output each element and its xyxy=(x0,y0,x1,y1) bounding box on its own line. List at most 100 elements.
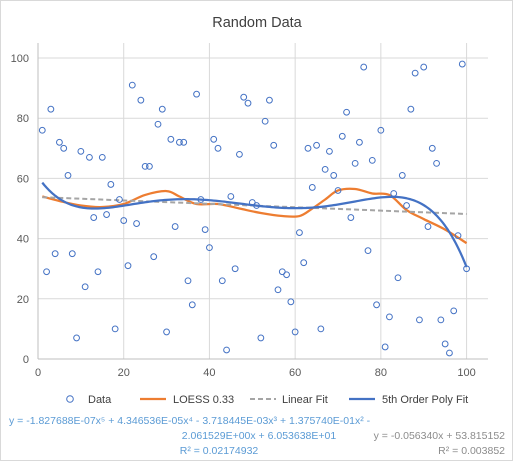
data-point xyxy=(56,138,63,146)
data-point xyxy=(446,349,453,357)
data-point xyxy=(120,217,128,224)
data-point xyxy=(124,262,132,270)
data-point xyxy=(43,268,50,276)
y-tick-label: 100 xyxy=(11,53,29,65)
data-point xyxy=(257,334,265,342)
data-point xyxy=(437,316,445,324)
y-tick-label: 40 xyxy=(17,234,29,246)
data-point xyxy=(463,265,470,273)
data-point xyxy=(308,184,316,191)
data-point xyxy=(360,63,368,71)
data-point xyxy=(86,153,93,161)
data-point xyxy=(420,63,428,71)
data-point xyxy=(424,223,432,230)
data-point xyxy=(111,325,119,333)
data-point xyxy=(180,138,188,146)
poly-equation-line1: y = -1.827688E-07x⁵ + 4.346536E-05x⁴ - 3… xyxy=(9,415,371,427)
data-point xyxy=(450,307,458,315)
data-point xyxy=(274,286,282,294)
data-point xyxy=(390,190,398,197)
data-point xyxy=(47,105,55,113)
data-point xyxy=(253,202,260,209)
x-tick-label: 40 xyxy=(203,367,215,379)
data-point xyxy=(338,132,346,140)
data-point xyxy=(163,328,170,336)
data-point xyxy=(356,138,363,146)
legend-marker-data xyxy=(66,395,74,403)
data-point xyxy=(231,265,239,273)
data-point xyxy=(266,96,273,104)
data-point xyxy=(201,226,209,233)
data-point xyxy=(313,141,320,149)
data-point xyxy=(150,253,158,261)
data-point xyxy=(240,93,248,101)
data-point xyxy=(351,159,359,167)
data-point xyxy=(458,60,466,68)
data-point xyxy=(73,334,80,342)
data-point xyxy=(154,120,162,128)
linear-r-squared: R² = 0.003852 xyxy=(438,445,505,457)
legend-item-data: Data xyxy=(66,394,112,406)
data-point xyxy=(197,196,205,203)
data-point xyxy=(381,343,389,351)
data-point xyxy=(38,126,46,134)
x-tick-label: 100 xyxy=(457,367,475,379)
data-point xyxy=(377,126,385,134)
data-point xyxy=(334,187,342,194)
data-point xyxy=(416,316,423,324)
data-point xyxy=(398,172,406,179)
data-point xyxy=(128,81,136,89)
data-point xyxy=(68,250,76,258)
data-point xyxy=(184,277,192,285)
legend-label-poly: 5th Order Poly Fit xyxy=(382,394,468,406)
x-tick-label: 0 xyxy=(35,367,41,379)
x-tick-label: 20 xyxy=(118,367,130,379)
data-point xyxy=(236,150,243,158)
data-point xyxy=(343,108,350,116)
data-point xyxy=(287,298,295,306)
y-tick-label: 60 xyxy=(17,173,29,185)
linear-equation: y = -0.056340x + 53.815152 xyxy=(374,430,506,442)
data-point xyxy=(403,202,410,209)
fit-lines xyxy=(41,181,468,268)
data-point xyxy=(206,244,213,252)
data-point xyxy=(133,220,140,227)
data-point xyxy=(77,147,85,155)
y-tick-labels: 0 20 40 60 80 100 xyxy=(11,53,29,366)
data-point xyxy=(107,181,115,188)
poly-equation-line2: 2.061529E+00x + 6.053638E+01 xyxy=(182,430,337,442)
data-point xyxy=(98,153,106,161)
data-point xyxy=(347,214,355,221)
x-tick-label: 80 xyxy=(375,367,387,379)
data-point xyxy=(51,250,59,258)
data-point xyxy=(218,277,226,285)
data-point xyxy=(317,325,325,333)
data-point xyxy=(411,69,419,77)
data-point xyxy=(291,328,299,336)
x-tick-labels: 0 20 40 60 80 100 xyxy=(35,367,476,379)
data-point xyxy=(270,141,278,149)
data-point xyxy=(176,138,183,146)
data-point xyxy=(90,214,98,221)
data-point xyxy=(223,346,230,354)
data-point xyxy=(373,301,380,309)
legend: Data LOESS 0.33 Linear Fit 5th Order Pol… xyxy=(66,394,468,406)
data-point xyxy=(244,99,252,107)
data-point xyxy=(433,159,440,167)
data-point xyxy=(188,301,196,309)
data-point xyxy=(300,259,308,267)
data-point xyxy=(428,144,436,152)
data-point xyxy=(214,144,222,152)
data-point xyxy=(407,105,415,113)
data-point xyxy=(364,247,372,255)
legend-item-linear: Linear Fit xyxy=(250,394,328,406)
legend-label-loess: LOESS 0.33 xyxy=(173,394,234,406)
legend-item-loess: LOESS 0.33 xyxy=(140,394,234,406)
data-point xyxy=(261,117,269,125)
data-point xyxy=(296,229,303,237)
data-point xyxy=(304,144,312,152)
y-tick-label: 0 xyxy=(23,354,29,366)
data-point xyxy=(193,90,200,98)
